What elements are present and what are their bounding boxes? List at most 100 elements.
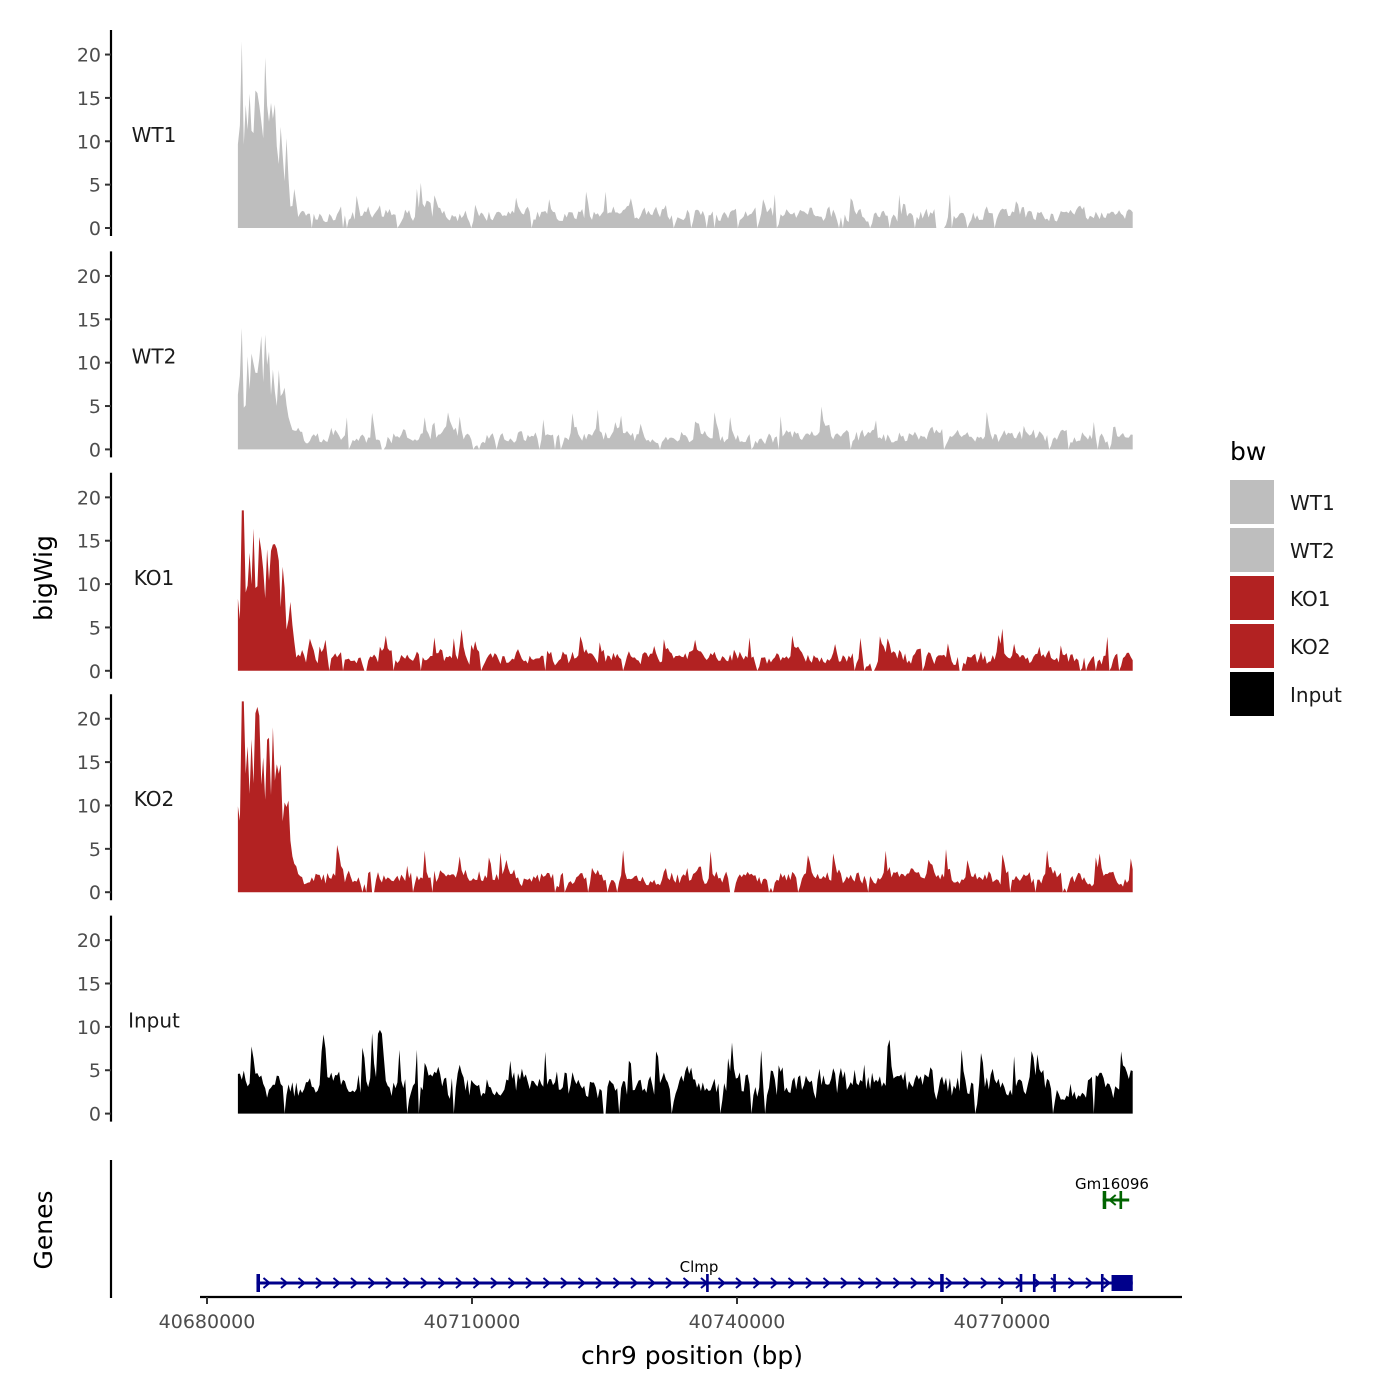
- legend-key-input: [1230, 672, 1274, 716]
- strand-arrow: [472, 1277, 482, 1289]
- track-ko1: 0 5 10 15 20 KO1: [77, 472, 1133, 683]
- legend-label: KO2: [1290, 635, 1331, 659]
- x-tick-label: 40740000: [689, 1311, 786, 1333]
- track-label: WT2: [132, 344, 177, 368]
- x-axis: 40680000 40710000 40740000 40770000: [159, 1295, 1182, 1333]
- y-tick-label: 10: [77, 1017, 101, 1039]
- strand-arrow: [560, 1277, 569, 1289]
- signal-area-wt2: [237, 328, 1133, 450]
- exon: [1053, 1274, 1056, 1292]
- y-tick-label: 10: [77, 795, 101, 817]
- y-tick-label: 20: [77, 45, 101, 67]
- strand-arrow: [385, 1277, 394, 1289]
- strand-arrow: [420, 1277, 429, 1289]
- y-tick-label: 5: [89, 617, 101, 639]
- genes-track: Clmp Gm16096: [109, 1160, 1149, 1298]
- y-tick-label: 20: [77, 930, 101, 952]
- gene-gm16096: Gm16096: [1075, 1175, 1149, 1209]
- strand-arrow: [787, 1277, 797, 1289]
- strand-arrow: [525, 1277, 534, 1289]
- strand-arrow: [297, 1277, 307, 1289]
- strand-arrow: [822, 1277, 832, 1289]
- strand-arrow: [665, 1277, 674, 1289]
- y-tick-label: 20: [77, 709, 101, 731]
- legend-label: WT2: [1290, 539, 1335, 563]
- strand-arrow: [857, 1277, 867, 1289]
- strand-arrow: [682, 1277, 692, 1289]
- strand-arrow: [735, 1277, 744, 1289]
- genes-track-title: Genes: [29, 1190, 58, 1269]
- gene-label: Gm16096: [1075, 1175, 1149, 1193]
- y-tick-label: 0: [89, 218, 101, 240]
- strand-arrow: [367, 1277, 377, 1289]
- x-tick-label: 40680000: [159, 1311, 256, 1333]
- strand-arrow: [892, 1277, 902, 1289]
- y-tick-label: 15: [77, 531, 101, 553]
- strand-arrow: [1067, 1277, 1077, 1289]
- strand-arrow: [315, 1277, 324, 1289]
- track-label: Input: [128, 1009, 180, 1033]
- strand-arrow: [997, 1277, 1007, 1289]
- bigwig-tracks: 0 5 10 15 20 WT1 0 5 10 15 20 WT2 0 5 10 15 20 KO1 0 5 10 15 2…: [77, 30, 1133, 1126]
- y-axis-title: bigWig: [29, 535, 58, 621]
- x-tick-label: 40770000: [954, 1311, 1051, 1333]
- strand-arrow: [840, 1277, 849, 1289]
- exon: [1100, 1274, 1104, 1292]
- exon: [706, 1274, 709, 1292]
- signal-area-ko1: [237, 510, 1133, 671]
- gene-clmp: Clmp: [256, 1258, 1133, 1292]
- exon: [256, 1274, 260, 1292]
- strand-arrow: [980, 1277, 989, 1289]
- strand-arrow: [752, 1277, 762, 1289]
- track-wt1: 0 5 10 15 20 WT1: [77, 30, 1133, 240]
- track-label: KO2: [134, 787, 175, 811]
- track-label: KO1: [134, 566, 175, 590]
- strand-arrow: [350, 1277, 359, 1289]
- strand-arrow: [1108, 1194, 1117, 1206]
- strand-arrow: [595, 1277, 604, 1289]
- exon: [1102, 1191, 1107, 1209]
- legend-title: bw: [1230, 437, 1266, 466]
- legend: bw WT1 WT2 KO1 KO2 Input: [1230, 437, 1342, 716]
- y-tick-label: 20: [77, 266, 101, 288]
- x-axis-title: chr9 position (bp): [581, 1341, 803, 1370]
- y-tick-label: 15: [77, 752, 101, 774]
- strand-arrow: [280, 1277, 289, 1289]
- track-ko2: 0 5 10 15 20 KO2: [77, 694, 1133, 904]
- strand-arrow: [770, 1277, 779, 1289]
- exon: [1119, 1191, 1123, 1209]
- track-input: 0 5 10 15 20 Input: [77, 915, 1133, 1126]
- strand-arrow: [717, 1277, 727, 1289]
- exon: [1019, 1274, 1023, 1292]
- strand-arrow: [437, 1277, 447, 1289]
- signal-area-ko2: [237, 701, 1133, 893]
- strand-arrow: [455, 1277, 464, 1289]
- strand-arrow: [927, 1277, 937, 1289]
- legend-label: Input: [1290, 683, 1342, 707]
- signal-area-wt1: [237, 41, 1133, 228]
- legend-key-wt2: [1230, 528, 1274, 572]
- y-tick-label: 15: [77, 974, 101, 996]
- legend-key-wt1: [1230, 480, 1274, 524]
- legend-label: WT1: [1290, 491, 1335, 515]
- strand-arrow: [962, 1277, 972, 1289]
- strand-arrow: [402, 1277, 412, 1289]
- y-tick-label: 15: [77, 309, 101, 331]
- y-tick-label: 5: [89, 839, 101, 861]
- y-tick-label: 0: [89, 1104, 101, 1126]
- strand-arrow: [1050, 1277, 1059, 1289]
- strand-arrow: [1085, 1277, 1094, 1289]
- y-tick-label: 10: [77, 574, 101, 596]
- strand-arrow: [507, 1277, 517, 1289]
- legend-label: KO1: [1290, 587, 1331, 611]
- strand-arrow: [577, 1277, 587, 1289]
- y-tick-label: 10: [77, 131, 101, 153]
- y-tick-label: 0: [89, 439, 101, 461]
- strand-arrow: [910, 1277, 919, 1289]
- legend-key-ko2: [1230, 624, 1274, 668]
- signal-area-input: [237, 1029, 1133, 1114]
- strand-arrow: [542, 1277, 552, 1289]
- track-label: WT1: [132, 123, 177, 147]
- y-tick-label: 5: [89, 396, 101, 418]
